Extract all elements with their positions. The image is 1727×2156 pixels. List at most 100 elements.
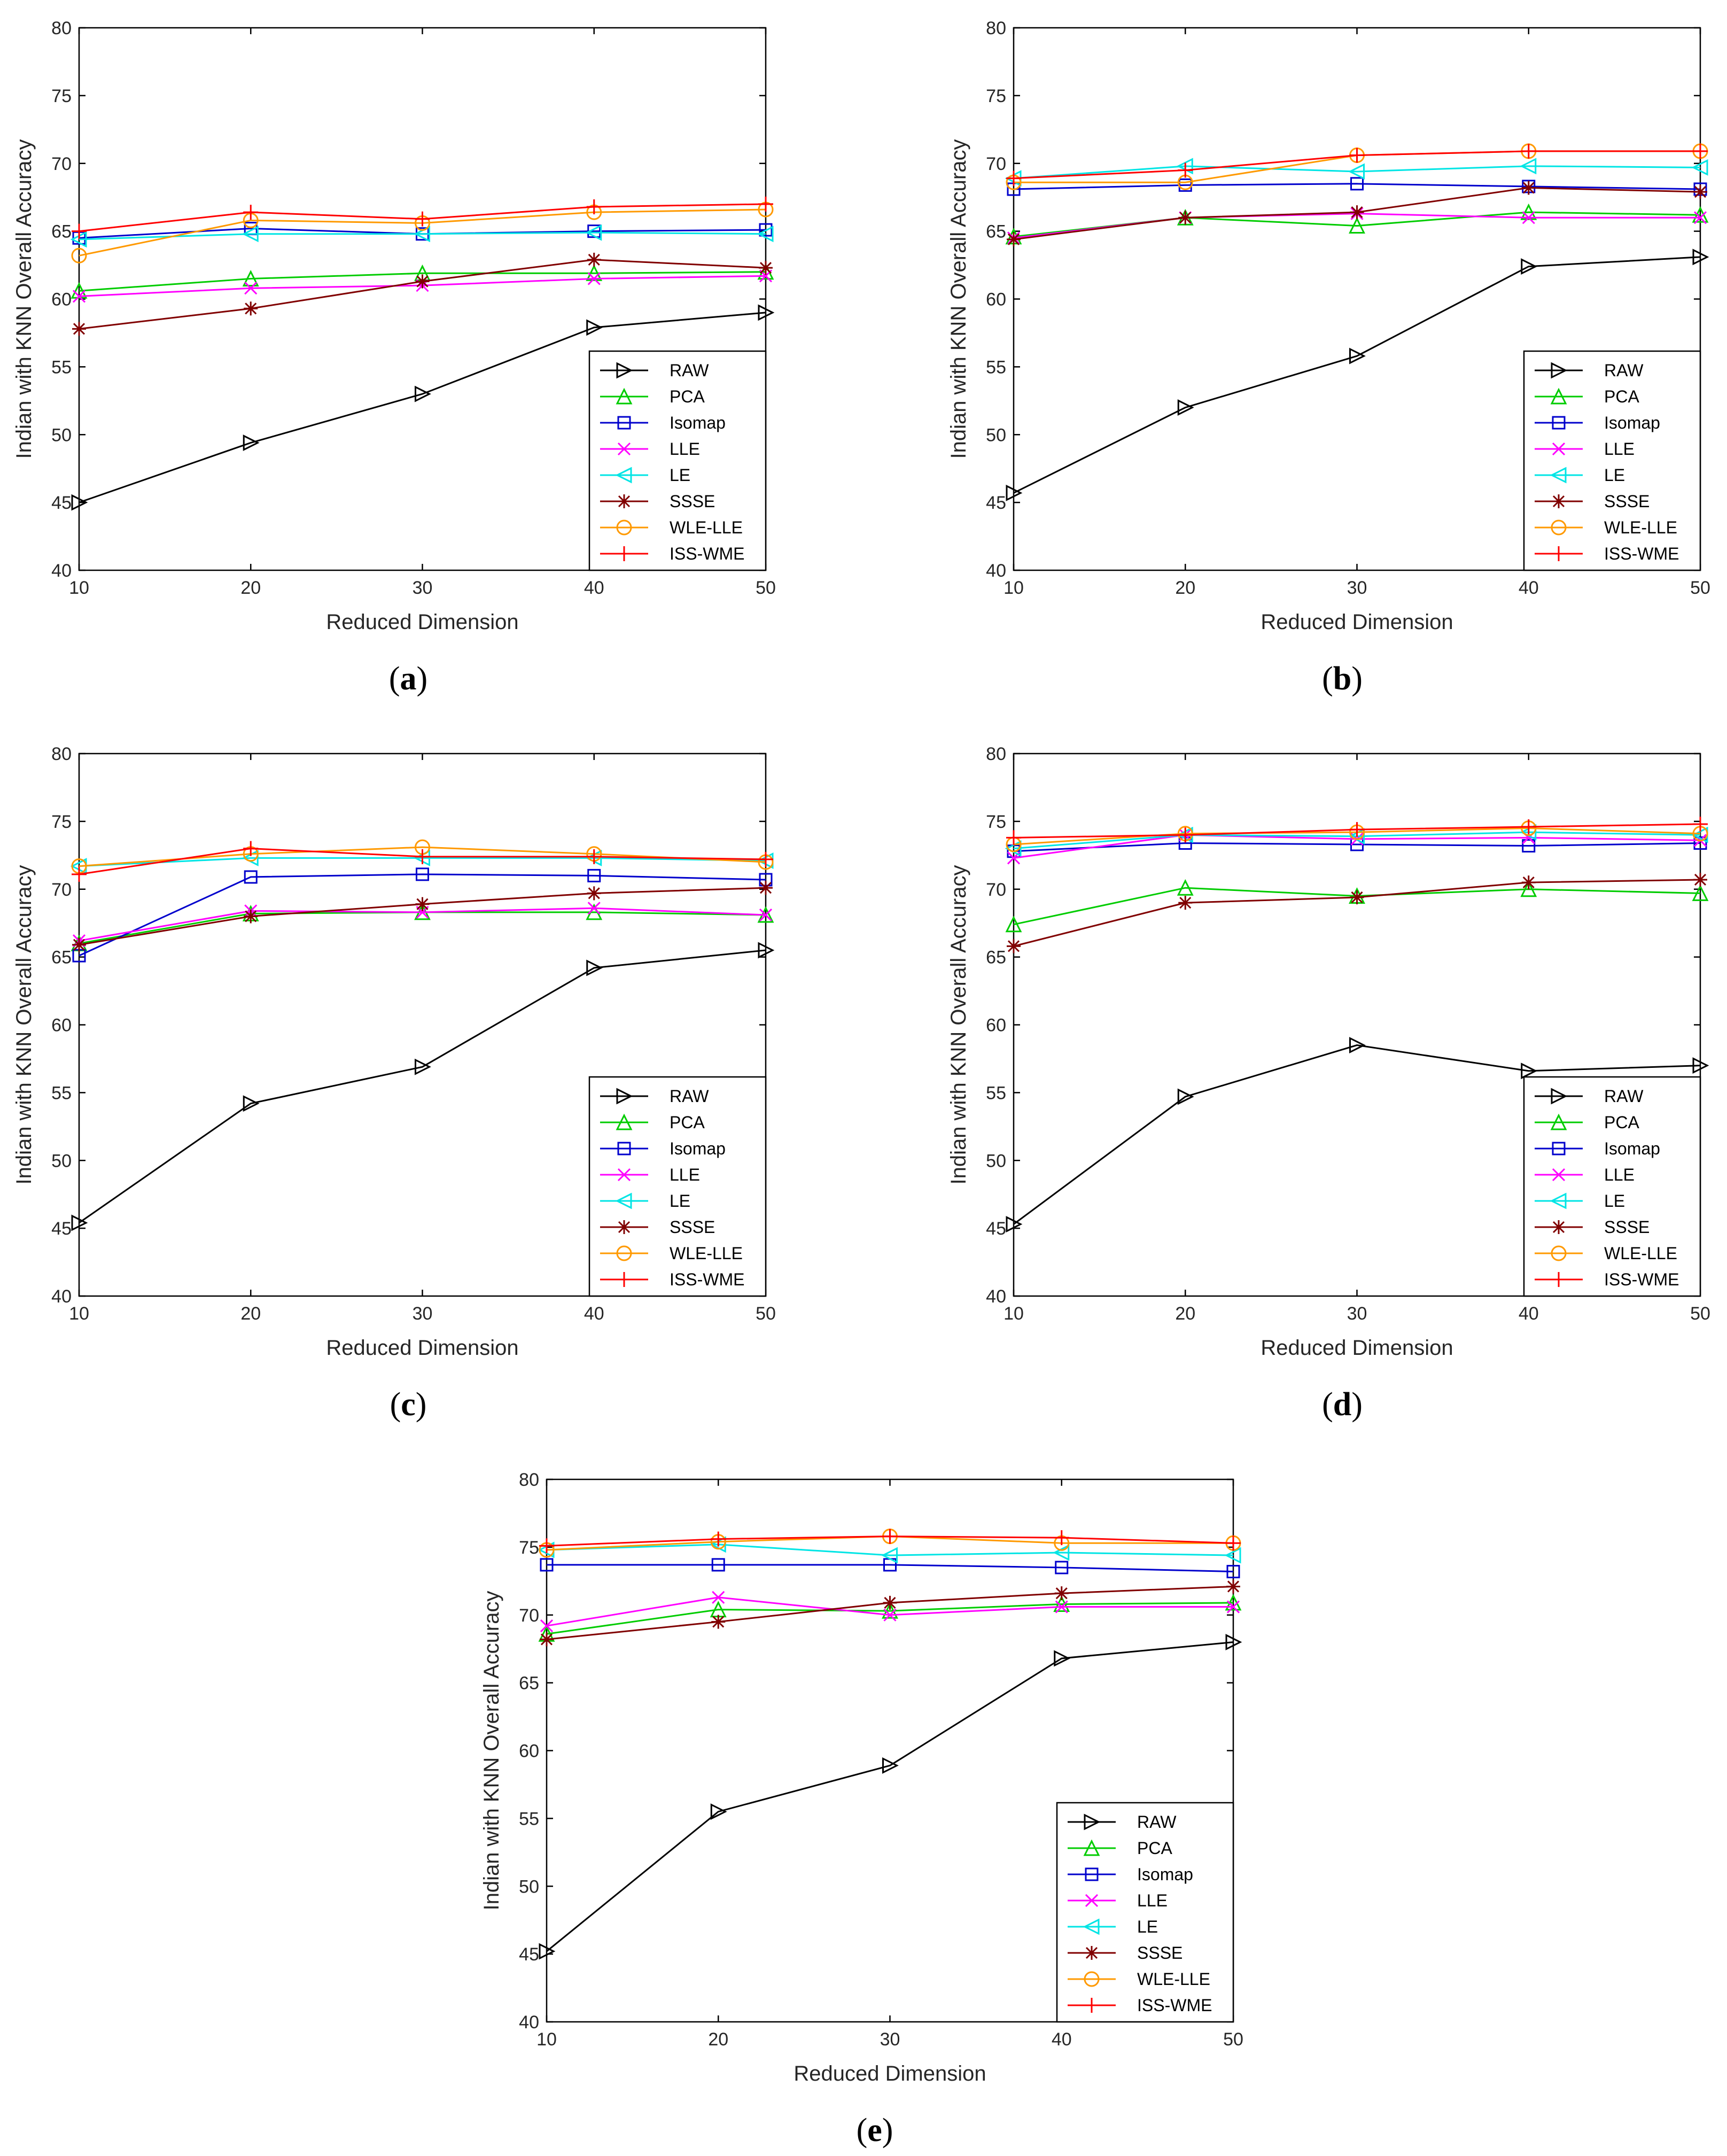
data-point — [243, 435, 260, 451]
y-tick-label: 40 — [51, 1286, 72, 1307]
legend-label: WLE-LLE — [1604, 1244, 1677, 1263]
x-tick-label: 20 — [1175, 1304, 1195, 1324]
legend-marker — [1552, 494, 1566, 508]
data-point — [1006, 170, 1021, 186]
legend-marker — [617, 1142, 631, 1155]
y-tick-label: 70 — [519, 1606, 539, 1626]
data-point — [711, 1558, 725, 1572]
legend-item: Isomap — [1535, 1139, 1660, 1158]
legend-item: Isomap — [600, 413, 726, 432]
data-point — [758, 304, 775, 321]
data-point — [242, 226, 259, 243]
data-point — [1054, 1586, 1069, 1601]
x-tick-label: 40 — [1052, 2029, 1072, 2050]
legend-label: SSSE — [1604, 492, 1650, 511]
series-ssse — [72, 881, 773, 952]
legend-marker — [616, 1088, 633, 1105]
series-raw — [1006, 249, 1709, 501]
series-line — [1013, 1044, 1701, 1225]
data-point — [1693, 143, 1708, 159]
legend-label: SSSE — [670, 492, 715, 511]
data-point — [759, 223, 773, 237]
data-point — [415, 1058, 431, 1075]
legend-marker — [616, 1245, 632, 1261]
legend-marker — [616, 1113, 633, 1130]
data-point — [1522, 839, 1536, 853]
data-point — [244, 282, 258, 295]
data-point — [586, 319, 603, 336]
y-tick-label: 65 — [51, 222, 72, 242]
legend-label: ISS-WME — [670, 1270, 744, 1289]
legend-item: Isomap — [1068, 1865, 1193, 1884]
x-tick-label: 50 — [756, 1304, 776, 1324]
data-point — [415, 274, 430, 289]
x-tick-label: 10 — [1003, 578, 1024, 598]
data-point — [585, 224, 602, 241]
data-point — [1521, 875, 1536, 890]
legend-item: Isomap — [1535, 413, 1660, 432]
data-point — [1055, 1600, 1068, 1614]
data-point — [415, 849, 430, 864]
data-point — [539, 1943, 556, 1960]
data-point — [243, 205, 259, 220]
panel-letter: d — [1333, 1386, 1351, 1423]
y-tick-label: 40 — [51, 561, 72, 581]
series-pca — [1005, 879, 1709, 933]
data-point — [759, 908, 773, 922]
series-iss-wme — [1006, 143, 1708, 186]
series-line — [79, 846, 766, 867]
legend-marker — [617, 494, 631, 508]
x-tick-label: 50 — [756, 578, 776, 598]
data-point — [1693, 211, 1707, 224]
x-axis-label: Reduced Dimension — [1261, 1336, 1453, 1360]
series-line — [79, 312, 766, 503]
data-point — [540, 1632, 554, 1647]
x-tick-label: 50 — [1223, 2029, 1243, 2050]
y-axis-label: Indian with KNN Overall Accuracy — [480, 1591, 503, 1910]
legend-item: WLE-LLE — [600, 518, 743, 537]
legend-item: RAW — [600, 361, 709, 380]
x-tick-label: 50 — [1690, 1304, 1710, 1324]
legend-marker — [1551, 546, 1566, 561]
legend-label: WLE-LLE — [1137, 1969, 1210, 1989]
data-point — [1226, 1600, 1240, 1614]
data-point — [758, 851, 773, 867]
data-point — [1693, 872, 1707, 887]
data-point — [1348, 163, 1365, 180]
data-point — [71, 282, 88, 299]
legend-label: LE — [1137, 1917, 1158, 1936]
legend-item: RAW — [1535, 1087, 1644, 1106]
y-tick-label: 50 — [51, 1151, 72, 1171]
legend-label: RAW — [1604, 1087, 1644, 1106]
legend-item: LLE — [1068, 1891, 1168, 1910]
data-point — [712, 1591, 725, 1604]
legend-label: RAW — [670, 1087, 709, 1106]
legend-marker — [1551, 362, 1568, 379]
data-point — [1053, 1544, 1070, 1561]
y-tick-label: 50 — [51, 425, 72, 445]
panel-label: (a) — [389, 661, 427, 697]
series-iss-wme — [72, 196, 773, 239]
legend-marker — [1552, 1142, 1566, 1155]
data-point — [1007, 939, 1021, 953]
panel-letter: e — [867, 2112, 882, 2149]
legend-item: LLE — [1535, 439, 1635, 459]
data-point — [1522, 211, 1535, 224]
data-point — [1349, 347, 1366, 364]
y-tick-label: 45 — [51, 1219, 72, 1239]
data-point — [758, 196, 773, 212]
panel-letter: b — [1333, 661, 1351, 697]
y-axis-label: Indian with KNN Overall Accuracy — [947, 865, 970, 1184]
data-point — [587, 868, 601, 882]
series-line — [79, 887, 766, 946]
data-point — [72, 223, 87, 239]
legend-box — [588, 350, 767, 571]
data-point — [710, 1803, 727, 1820]
legend-marker — [1550, 1192, 1567, 1209]
legend-item: ISS-WME — [1535, 544, 1679, 563]
data-point — [1521, 181, 1536, 195]
legend-label: LE — [670, 1191, 690, 1211]
data-point — [1350, 205, 1364, 220]
legend-label: WLE-LLE — [1604, 518, 1677, 537]
x-tick-label: 10 — [536, 2029, 557, 2050]
